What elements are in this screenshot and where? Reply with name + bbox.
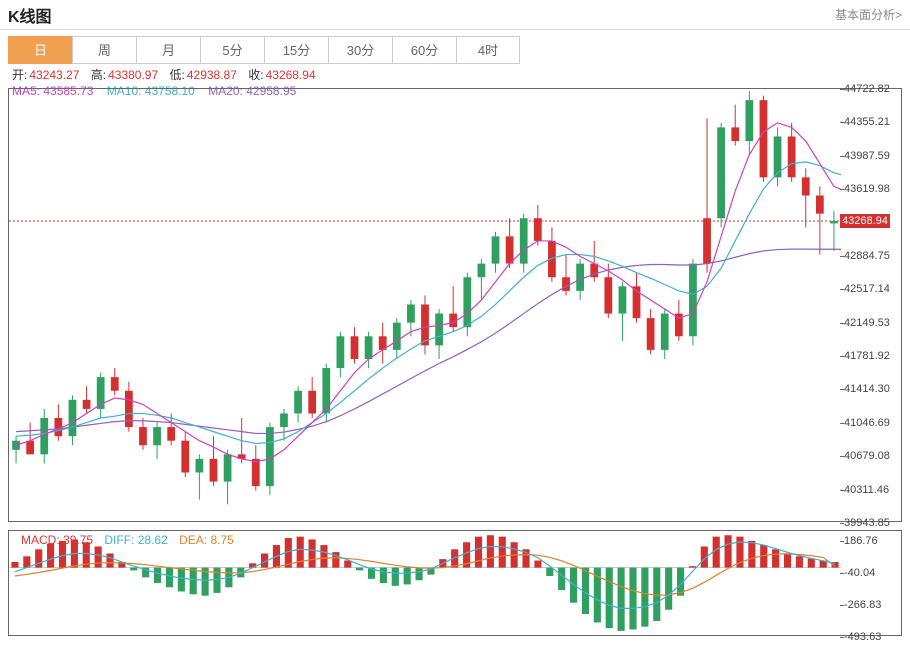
low-label: 低: [170, 68, 185, 82]
timeframe-tabs: 日周月5分15分30分60分4时 [0, 30, 910, 64]
price-ytick: 41414.30 [840, 383, 890, 395]
high-label: 高: [91, 68, 106, 82]
price-ytick: 40311.46 [840, 484, 889, 496]
chart-title: K线图 [8, 3, 52, 27]
macd-yaxis: 186.76-40.04-266.83-493.63 [840, 530, 902, 636]
open-label: 开: [12, 68, 27, 82]
price-ytick: 42884.75 [840, 250, 890, 262]
timeframe-tab-1[interactable]: 周 [72, 36, 136, 64]
price-ytick: 39943.85 [840, 517, 890, 529]
price-ytick: 44722.82 [840, 83, 890, 95]
price-ytick: 43987.59 [840, 150, 890, 162]
close-value: 43268.94 [266, 68, 316, 82]
price-ytick: 43619.98 [840, 183, 890, 195]
macd-ytick: -40.04 [840, 567, 875, 579]
high-value: 43380.97 [108, 68, 158, 82]
price-ytick: 42517.14 [840, 283, 890, 295]
price-yaxis: 44722.8244355.2143987.5943619.9843268.94… [840, 88, 902, 522]
open-value: 43243.27 [29, 68, 79, 82]
price-ytick: 43268.94 [840, 214, 890, 228]
macd-ytick: -266.83 [840, 599, 881, 611]
timeframe-tab-0[interactable]: 日 [8, 36, 72, 64]
macd-labels: MACD: 39.75 DIFF: 28.62 DEA: 8.75 [21, 533, 234, 547]
timeframe-tab-5[interactable]: 30分 [328, 36, 392, 64]
price-ytick: 40679.08 [840, 450, 890, 462]
timeframe-tab-4[interactable]: 15分 [264, 36, 328, 64]
timeframe-tab-2[interactable]: 月 [136, 36, 200, 64]
close-label: 收: [248, 68, 263, 82]
low-value: 42938.87 [187, 68, 237, 82]
macd-ytick: -493.63 [840, 631, 881, 643]
price-ytick: 41046.69 [840, 417, 890, 429]
price-chart[interactable] [8, 88, 840, 522]
macd-chart[interactable]: MACD: 39.75 DIFF: 28.62 DEA: 8.75 [8, 530, 840, 636]
price-ytick: 42149.53 [840, 317, 890, 329]
ohlc-row: 开:43243.27 高:43380.97 低:42938.87 收:43268… [0, 64, 910, 84]
timeframe-tab-6[interactable]: 60分 [392, 36, 456, 64]
price-ytick: 41781.92 [840, 350, 890, 362]
timeframe-tab-7[interactable]: 4时 [456, 36, 520, 64]
macd-ytick: 186.76 [840, 535, 878, 547]
fundamental-link[interactable]: 基本面分析> [835, 6, 902, 23]
timeframe-tab-3[interactable]: 5分 [200, 36, 264, 64]
price-ytick: 44355.21 [840, 116, 890, 128]
